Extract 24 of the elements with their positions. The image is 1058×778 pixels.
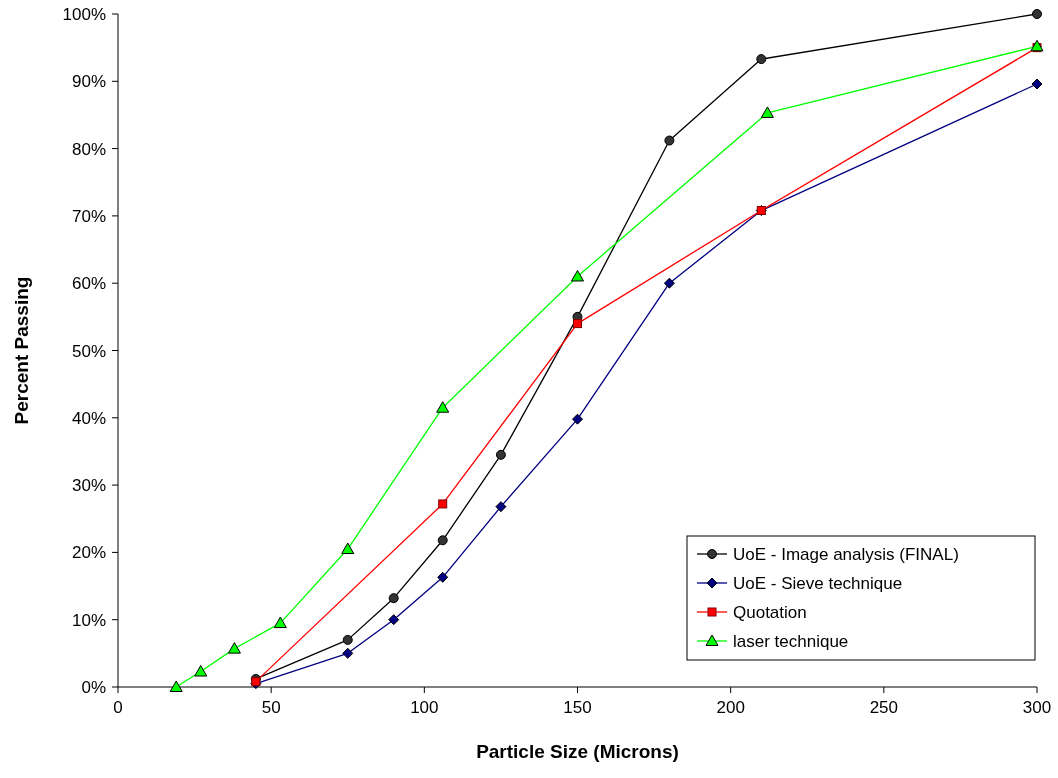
y-tick-label: 20% <box>71 543 106 563</box>
y-tick-label: 100% <box>62 5 106 24</box>
y-tick-label: 0% <box>81 678 106 697</box>
y-tick-label: 70% <box>71 206 106 226</box>
y-tick-label: 90% <box>71 72 106 92</box>
legend-label: Quotation <box>733 603 807 622</box>
x-tick-label: 100 <box>410 698 439 717</box>
x-tick-label: 300 <box>1022 698 1052 717</box>
y-tick-label: 30% <box>71 476 106 496</box>
legend-label: laser technique <box>733 632 849 651</box>
x-tick-label: 150 <box>563 698 592 717</box>
y-axis-title: Percent Passing <box>11 276 32 425</box>
x-tick-label: 0 <box>113 698 123 717</box>
x-tick-label: 200 <box>716 698 745 717</box>
x-axis-title: Particle Size (Microns) <box>476 741 679 762</box>
y-tick-label: 40% <box>71 408 106 428</box>
x-tick-label: 50 <box>261 698 281 717</box>
y-tick-label: 80% <box>71 139 106 159</box>
y-tick-label: 10% <box>71 610 106 630</box>
x-tick-label: 250 <box>869 698 899 717</box>
legend-label: UoE - Image analysis (FINAL) <box>733 545 959 564</box>
legend-label: UoE - Sieve technique <box>733 574 903 593</box>
y-tick-label: 50% <box>71 341 106 361</box>
y-tick-label: 60% <box>71 274 106 294</box>
